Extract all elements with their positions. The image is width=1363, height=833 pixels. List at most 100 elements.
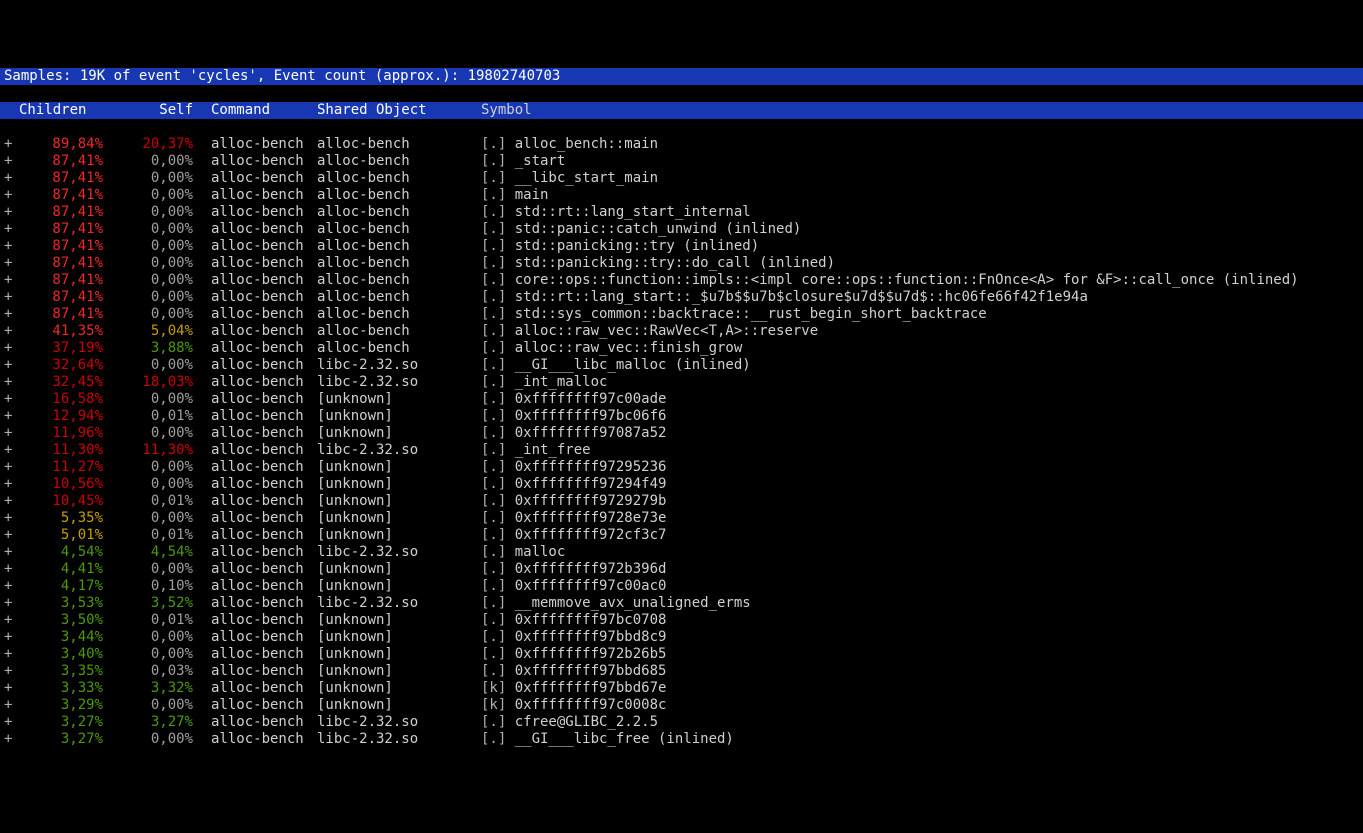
perf-row[interactable]: +3,50%0,01%alloc-bench[unknown][.] 0xfff… [0,612,1363,629]
shared-object: [unknown] [311,697,469,714]
expand-icon[interactable]: + [4,323,13,340]
shared-object: [unknown] [311,629,469,646]
perf-row[interactable]: +37,19%3,88%alloc-benchalloc-bench[.] al… [0,340,1363,357]
expand-icon[interactable]: + [4,544,13,561]
shared-object: alloc-bench [311,221,469,238]
expand-icon[interactable]: + [4,136,13,153]
perf-row[interactable]: +3,53%3,52%alloc-benchlibc-2.32.so[.] __… [0,595,1363,612]
expand-icon[interactable]: + [4,476,13,493]
expand-icon[interactable]: + [4,527,13,544]
self-pct: 18,03% [103,374,193,391]
symbol: [.] 0xffffffff972cf3c7 [469,527,666,544]
perf-row[interactable]: +4,17%0,10%alloc-bench[unknown][.] 0xfff… [0,578,1363,595]
expand-icon[interactable]: + [4,255,13,272]
expand-icon[interactable]: + [4,612,13,629]
expand-icon[interactable]: + [4,221,13,238]
symbol-text: 0xffffffff972b26b5 [515,646,667,662]
self-pct: 0,00% [103,476,193,493]
expand-icon[interactable]: + [4,510,13,527]
expand-icon[interactable]: + [4,408,13,425]
perf-row[interactable]: +3,44%0,00%alloc-bench[unknown][.] 0xfff… [0,629,1363,646]
perf-row[interactable]: +4,41%0,00%alloc-bench[unknown][.] 0xfff… [0,561,1363,578]
perf-row[interactable]: +3,27%3,27%alloc-benchlibc-2.32.so[.] cf… [0,714,1363,731]
expand-icon[interactable]: + [4,731,13,748]
expand-icon[interactable]: + [4,646,13,663]
symbol-tag: [.] [481,187,515,203]
perf-row[interactable]: +11,96%0,00%alloc-bench[unknown][.] 0xff… [0,425,1363,442]
command: alloc-bench [193,459,311,476]
expand-icon[interactable]: + [4,425,13,442]
symbol-text: 0xffffffff972b396d [515,561,667,577]
symbol-text: _int_malloc [515,374,608,390]
expand-icon[interactable]: + [4,357,13,374]
expand-icon[interactable]: + [4,204,13,221]
expand-icon[interactable]: + [4,306,13,323]
perf-row[interactable]: +12,94%0,01%alloc-bench[unknown][.] 0xff… [0,408,1363,425]
expand-icon[interactable]: + [4,663,13,680]
expand-icon[interactable]: + [4,391,13,408]
expand-icon[interactable]: + [4,629,13,646]
perf-row[interactable]: +41,35%5,04%alloc-benchalloc-bench[.] al… [0,323,1363,340]
expand-icon[interactable]: + [4,697,13,714]
shared-object: libc-2.32.so [311,357,469,374]
expand-icon[interactable]: + [4,714,13,731]
shared-object: [unknown] [311,578,469,595]
children-pct: 87,41% [13,289,103,306]
expand-icon[interactable]: + [4,595,13,612]
symbol: [.] 0xffffffff972b396d [469,561,666,578]
symbol-tag: [.] [481,357,515,373]
expand-icon[interactable]: + [4,272,13,289]
perf-row[interactable]: +11,27%0,00%alloc-bench[unknown][.] 0xff… [0,459,1363,476]
symbol-tag: [.] [481,306,515,322]
expand-icon[interactable]: + [4,374,13,391]
perf-row[interactable]: +32,45%18,03%alloc-benchlibc-2.32.so[.] … [0,374,1363,391]
expand-icon[interactable]: + [4,170,13,187]
expand-icon[interactable]: + [4,442,13,459]
perf-row[interactable]: +87,41%0,00%alloc-benchalloc-bench[.] ma… [0,187,1363,204]
symbol-text: __GI___libc_malloc (inlined) [515,357,751,373]
symbol-tag: [.] [481,527,515,543]
command: alloc-bench [193,714,311,731]
symbol-tag: [.] [481,238,515,254]
perf-row[interactable]: +3,29%0,00%alloc-bench[unknown][k] 0xfff… [0,697,1363,714]
perf-row[interactable]: +87,41%0,00%alloc-benchalloc-bench[.] st… [0,289,1363,306]
perf-row[interactable]: +11,30%11,30%alloc-benchlibc-2.32.so[.] … [0,442,1363,459]
perf-row[interactable]: +87,41%0,00%alloc-benchalloc-bench[.] st… [0,255,1363,272]
self-pct: 3,27% [103,714,193,731]
expand-icon[interactable]: + [4,459,13,476]
symbol-tag: [.] [481,340,515,356]
expand-icon[interactable]: + [4,561,13,578]
expand-icon[interactable]: + [4,578,13,595]
perf-row[interactable]: +87,41%0,00%alloc-benchalloc-bench[.] st… [0,204,1363,221]
perf-row[interactable]: +87,41%0,00%alloc-benchalloc-bench[.] _s… [0,153,1363,170]
perf-row[interactable]: +10,56%0,00%alloc-bench[unknown][.] 0xff… [0,476,1363,493]
perf-row[interactable]: +87,41%0,00%alloc-benchalloc-bench[.] __… [0,170,1363,187]
shared-object: [unknown] [311,527,469,544]
expand-icon[interactable]: + [4,289,13,306]
symbol-text: 0xffffffff97bc0708 [515,612,667,628]
perf-row[interactable]: +87,41%0,00%alloc-benchalloc-bench[.] co… [0,272,1363,289]
perf-row[interactable]: +89,84%20,37%alloc-benchalloc-bench[.] a… [0,136,1363,153]
perf-row[interactable]: +5,01%0,01%alloc-bench[unknown][.] 0xfff… [0,527,1363,544]
perf-row[interactable]: +3,40%0,00%alloc-bench[unknown][.] 0xfff… [0,646,1363,663]
perf-row[interactable]: +87,41%0,00%alloc-benchalloc-bench[.] st… [0,306,1363,323]
perf-row[interactable]: +10,45%0,01%alloc-bench[unknown][.] 0xff… [0,493,1363,510]
perf-row[interactable]: +16,58%0,00%alloc-bench[unknown][.] 0xff… [0,391,1363,408]
expand-icon[interactable]: + [4,340,13,357]
command: alloc-bench [193,629,311,646]
expand-icon[interactable]: + [4,493,13,510]
perf-row[interactable]: +32,64%0,00%alloc-benchlibc-2.32.so[.] _… [0,357,1363,374]
expand-icon[interactable]: + [4,153,13,170]
perf-row[interactable]: +4,54%4,54%alloc-benchlibc-2.32.so[.] ma… [0,544,1363,561]
perf-row[interactable]: +87,41%0,00%alloc-benchalloc-bench[.] st… [0,238,1363,255]
children-pct: 11,27% [13,459,103,476]
expand-icon[interactable]: + [4,187,13,204]
perf-row[interactable]: +5,35%0,00%alloc-bench[unknown][.] 0xfff… [0,510,1363,527]
symbol-text: __memmove_avx_unaligned_erms [515,595,751,611]
perf-row[interactable]: +87,41%0,00%alloc-benchalloc-bench[.] st… [0,221,1363,238]
children-pct: 5,35% [13,510,103,527]
expand-icon[interactable]: + [4,238,13,255]
command: alloc-bench [193,289,311,306]
perf-row[interactable]: +3,35%0,03%alloc-bench[unknown][.] 0xfff… [0,663,1363,680]
perf-row[interactable]: +3,27%0,00%alloc-benchlibc-2.32.so[.] __… [0,731,1363,748]
